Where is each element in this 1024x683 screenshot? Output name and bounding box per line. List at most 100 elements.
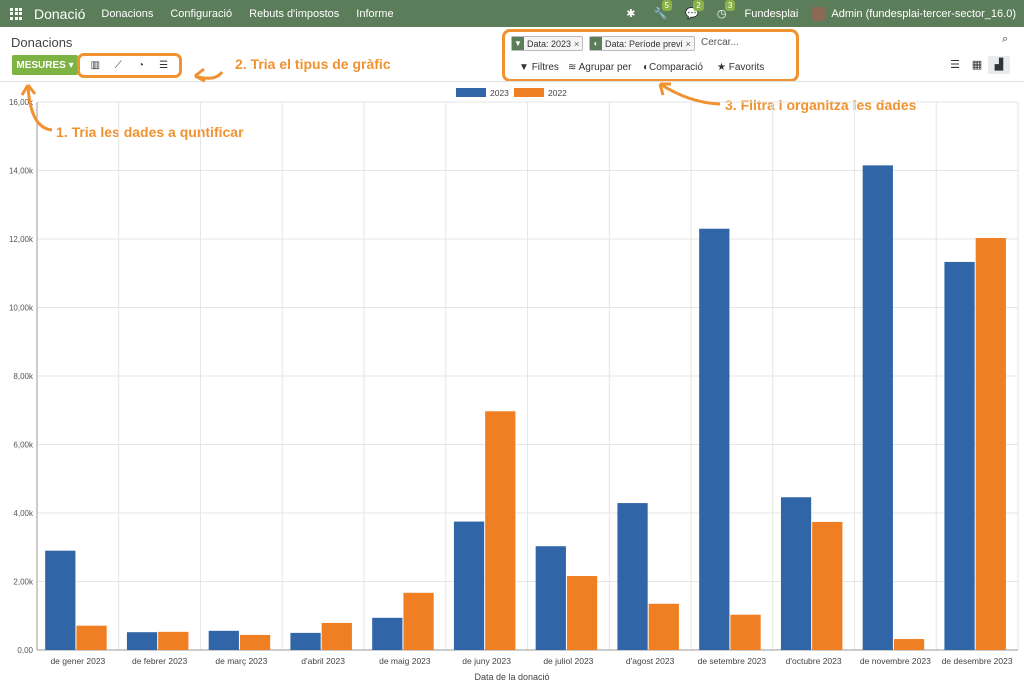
- comparison-icon: ◐: [590, 37, 602, 50]
- chat-badge: 2: [693, 0, 704, 11]
- arrow-graph-type: [194, 71, 224, 80]
- star-icon: ★: [717, 62, 726, 73]
- bar-2022: [812, 521, 843, 650]
- search-icon[interactable]: ⌕: [1002, 33, 1009, 45]
- comparison-icon: ◐: [643, 62, 650, 73]
- bar-2022: [76, 625, 107, 650]
- bar-2023: [208, 630, 239, 650]
- favorites-label: Favorits: [728, 62, 765, 73]
- y-tick-label: 0,00: [17, 646, 33, 655]
- page-title: Donacions: [11, 35, 73, 50]
- top-navbar: Donació Donacions Configuració Rebuts d'…: [0, 0, 1024, 27]
- tools-badge: 5: [661, 0, 672, 11]
- groupby-button[interactable]: ≋ Agrupar per: [568, 62, 631, 73]
- layers-icon: ≋: [568, 62, 577, 73]
- favorites-button[interactable]: ★ Favorits: [717, 62, 764, 73]
- arrowhead-graph-type: [194, 67, 206, 83]
- measures-button[interactable]: MESURES ▾: [12, 55, 78, 75]
- x-tick-label: de gener 2023: [50, 656, 105, 666]
- avatar[interactable]: [812, 6, 827, 21]
- y-tick-label: 16,00k: [9, 98, 34, 107]
- user-menu[interactable]: Admin (fundesplai-tercer-sector_16.0): [831, 7, 1016, 20]
- bar-2023: [944, 261, 975, 650]
- x-tick-label: de desembre 2023: [942, 656, 1013, 666]
- menu-configuracio[interactable]: Configuració: [170, 7, 233, 20]
- groupby-label: Agrupar per: [578, 62, 632, 73]
- graph-view-icon[interactable]: ▟: [988, 56, 1010, 74]
- search-panel: ▼ Data: 2023 × ◐ Data: Període previ × C…: [502, 29, 799, 82]
- tools-icon[interactable]: 🔧 5: [654, 0, 672, 20]
- line-chart-icon[interactable]: ⟋: [114, 60, 122, 71]
- facet-label: Data: Període previ: [605, 38, 683, 49]
- close-icon[interactable]: ×: [685, 38, 691, 49]
- y-tick-label: 2,00k: [13, 578, 34, 587]
- bar-2022: [893, 639, 925, 650]
- menu-donacions[interactable]: Donacions: [101, 7, 154, 20]
- bar-2023: [617, 503, 648, 650]
- bar-2023: [535, 546, 566, 650]
- pie-chart-icon[interactable]: ◔: [137, 60, 144, 71]
- bar-2023: [290, 632, 321, 650]
- bar-2022: [566, 576, 598, 650]
- facet-comparison[interactable]: ◐ Data: Període previ ×: [589, 36, 695, 51]
- bar-2022: [485, 411, 516, 650]
- bar-chart-icon[interactable]: ▥: [90, 60, 101, 71]
- filters-label: Filtres: [531, 62, 559, 73]
- bar-2022: [730, 614, 761, 650]
- bar-2023: [862, 165, 893, 651]
- divider: [0, 81, 1024, 82]
- x-tick-label: de juny 2023: [462, 656, 511, 666]
- donations-bar-chart: 0,00 2,00k 4,00k 6,00k 8,00k 10,00k 12,00k 14,0…: [9, 88, 1019, 666]
- legend-swatch-2022: [514, 88, 544, 97]
- app-name[interactable]: Donació: [34, 5, 86, 22]
- x-tick-label: de març 2023: [215, 656, 267, 666]
- annotation-graph-type: 2. Tria el tipus de gràfic: [235, 56, 391, 72]
- menu-informe[interactable]: Informe: [356, 7, 394, 20]
- x-tick-label: de novembre 2023: [860, 656, 931, 666]
- bar-2022: [648, 603, 679, 650]
- x-axis-title: Data de la donació: [474, 672, 550, 682]
- legend-label: 2023: [490, 88, 509, 98]
- x-tick-label: de maig 2023: [379, 656, 431, 666]
- pivot-view-icon[interactable]: ▦: [971, 59, 983, 71]
- activity-clock-icon[interactable]: ◷ 3: [717, 0, 736, 20]
- y-tick-label: 14,00k: [9, 167, 34, 176]
- bar-2023: [780, 497, 812, 650]
- y-tick-label: 6,00k: [13, 441, 34, 450]
- bug-icon[interactable]: ✱: [626, 8, 636, 20]
- facet-date-2023[interactable]: ▼ Data: 2023 ×: [511, 36, 584, 51]
- annotation-measures: 1. Tria les dades a quntificar: [56, 124, 244, 140]
- y-tick-label: 10,00k: [9, 304, 34, 313]
- legend-swatch-2023: [456, 88, 486, 97]
- bar-2023: [126, 632, 158, 650]
- filters-button[interactable]: ▼ Filtres: [519, 62, 559, 73]
- y-tick-label: 12,00k: [9, 235, 34, 244]
- activity-badge: 3: [724, 0, 736, 11]
- filter-icon: ▼: [519, 62, 529, 73]
- x-tick-label: de febrer 2023: [132, 656, 188, 666]
- bar-2022: [975, 237, 1006, 650]
- bar-2023: [699, 228, 730, 650]
- x-tick-label: d'octubre 2023: [786, 656, 842, 666]
- comparison-label: Comparació: [649, 62, 703, 73]
- x-tick-label: d'agost 2023: [626, 656, 675, 666]
- comparison-button[interactable]: ◐Comparació: [643, 62, 703, 73]
- close-icon[interactable]: ×: [574, 38, 580, 49]
- list-view-icon[interactable]: ☰: [950, 59, 960, 71]
- menu-rebuts[interactable]: Rebuts d'impostos: [249, 7, 340, 20]
- chat-icon[interactable]: 💬 2: [685, 0, 704, 20]
- bar-2022: [321, 622, 352, 650]
- bar-2023: [372, 617, 403, 650]
- apps-menu-icon[interactable]: [10, 7, 32, 20]
- filter-icon: ▼: [512, 37, 524, 50]
- search-input[interactable]: Cercar...: [701, 37, 739, 48]
- legend-label: 2022: [548, 88, 567, 98]
- x-tick-label: d'abril 2023: [301, 656, 345, 666]
- x-tick-label: de juliol 2023: [543, 656, 593, 666]
- bar-2023: [453, 521, 485, 650]
- bar-2022: [158, 631, 189, 650]
- x-tick-label: de setembre 2023: [698, 656, 767, 666]
- company-switcher[interactable]: Fundesplai: [744, 7, 799, 20]
- stacked-icon[interactable]: ☰: [159, 60, 169, 71]
- facet-label: Data: 2023: [527, 38, 572, 49]
